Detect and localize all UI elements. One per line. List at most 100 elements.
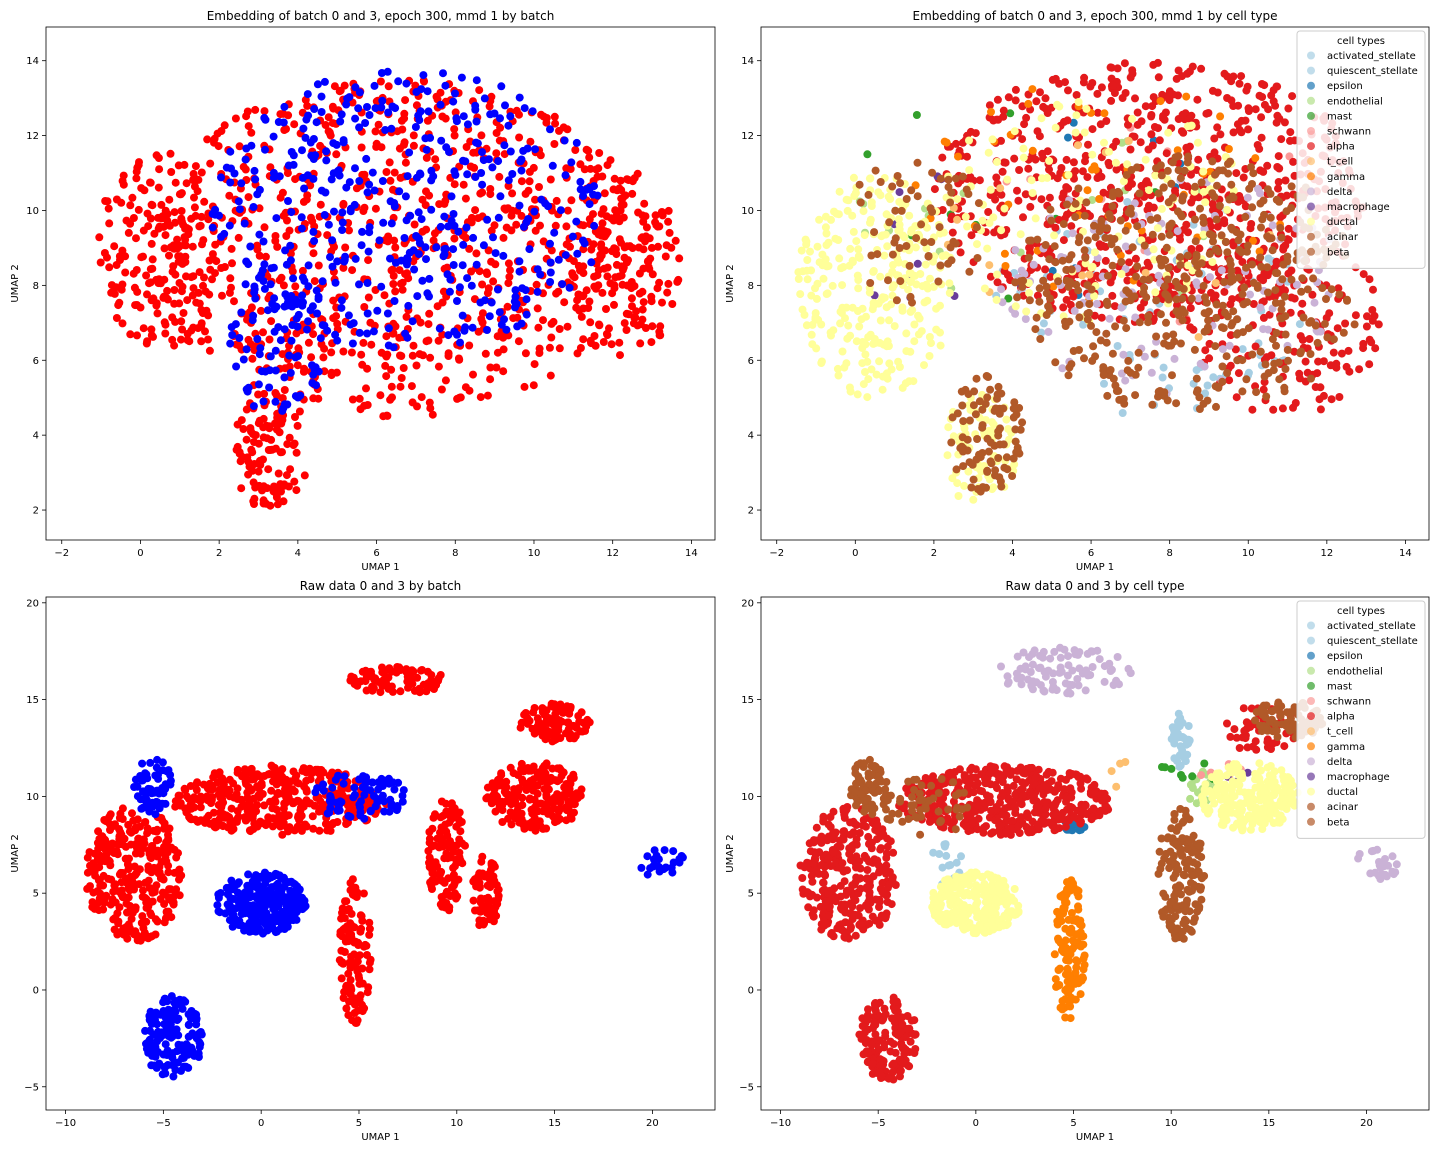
point <box>284 197 292 205</box>
point <box>1156 97 1165 106</box>
point <box>1124 289 1133 297</box>
point <box>413 292 422 301</box>
point <box>852 237 861 246</box>
point <box>1270 359 1279 368</box>
point <box>590 282 599 291</box>
point <box>198 240 206 249</box>
point <box>1339 328 1348 337</box>
point <box>545 343 554 352</box>
point <box>395 266 404 275</box>
point <box>475 86 484 95</box>
point <box>1011 246 1020 255</box>
point <box>451 170 460 179</box>
point <box>125 882 134 891</box>
point <box>287 208 296 217</box>
point <box>653 284 662 293</box>
point <box>999 112 1008 121</box>
point <box>111 820 119 829</box>
point <box>357 350 366 359</box>
point <box>1011 96 1020 105</box>
point <box>526 137 535 146</box>
point <box>1182 92 1191 101</box>
point <box>501 205 510 214</box>
point <box>1185 67 1194 76</box>
point <box>638 305 647 314</box>
point <box>1256 189 1264 198</box>
point <box>157 200 166 209</box>
point <box>1238 345 1247 354</box>
point <box>456 338 464 347</box>
point <box>244 383 253 392</box>
point <box>378 96 387 105</box>
point <box>1310 298 1319 307</box>
point <box>435 200 444 209</box>
point <box>608 289 617 298</box>
point <box>916 270 925 278</box>
point <box>472 117 481 126</box>
x-axis-label: UMAP 1 <box>1076 562 1114 573</box>
point <box>217 127 226 135</box>
point <box>569 257 578 266</box>
point <box>256 460 265 469</box>
point <box>489 277 498 286</box>
point <box>864 333 873 342</box>
point <box>948 228 957 237</box>
point <box>271 366 280 375</box>
point <box>1148 230 1157 239</box>
point <box>1050 242 1059 251</box>
point <box>220 263 229 271</box>
point <box>511 286 520 295</box>
point <box>478 188 487 197</box>
point <box>1073 141 1082 150</box>
point <box>1246 224 1255 233</box>
point <box>343 794 352 803</box>
point <box>524 215 533 223</box>
point <box>531 145 540 154</box>
point <box>1033 291 1042 300</box>
point <box>1374 320 1383 329</box>
point <box>471 206 480 215</box>
point <box>807 266 816 275</box>
point <box>1037 195 1046 204</box>
point <box>403 260 411 269</box>
point <box>927 339 935 348</box>
point <box>417 85 426 94</box>
point <box>1009 454 1018 463</box>
point <box>226 147 235 156</box>
point <box>212 822 221 831</box>
point <box>1371 344 1380 353</box>
point <box>1241 212 1250 221</box>
point <box>1297 287 1306 296</box>
point <box>1071 213 1080 221</box>
point <box>200 273 208 282</box>
point <box>478 148 486 157</box>
point <box>478 280 487 289</box>
point <box>436 222 445 231</box>
point <box>936 261 945 270</box>
point <box>293 822 302 831</box>
legend-marker <box>1307 142 1315 151</box>
point <box>590 332 599 340</box>
point <box>1190 345 1199 354</box>
point <box>1343 295 1351 304</box>
point <box>1235 79 1244 88</box>
point <box>426 133 435 142</box>
point <box>1201 293 1209 302</box>
point <box>257 781 266 790</box>
point <box>463 120 472 129</box>
point <box>576 185 585 194</box>
point <box>267 317 276 326</box>
point <box>261 145 269 154</box>
point <box>833 364 842 373</box>
point <box>1134 363 1143 372</box>
x-tick-label: 6 <box>373 548 379 559</box>
point <box>1141 155 1150 164</box>
point <box>842 195 851 204</box>
point <box>257 367 266 376</box>
point <box>1287 204 1296 212</box>
point <box>822 229 831 238</box>
point <box>419 351 427 360</box>
point <box>266 501 275 510</box>
point <box>1162 149 1171 158</box>
point <box>237 179 246 188</box>
